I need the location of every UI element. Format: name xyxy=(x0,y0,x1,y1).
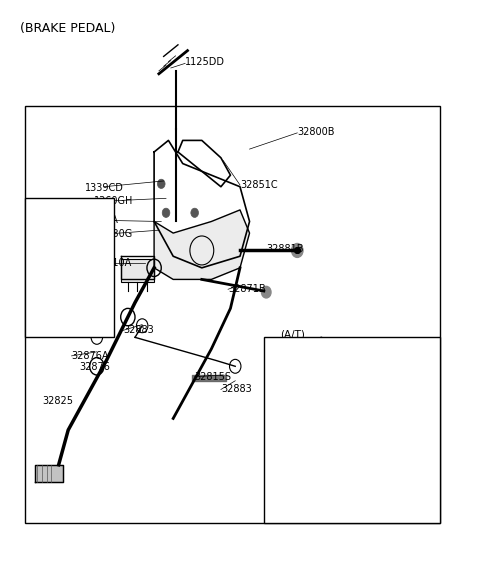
Text: 32876A: 32876A xyxy=(72,351,109,361)
Bar xyxy=(25,106,441,523)
Polygon shape xyxy=(321,488,369,511)
Text: 32800B: 32800B xyxy=(297,127,335,137)
Polygon shape xyxy=(378,488,417,511)
Text: 32883: 32883 xyxy=(123,325,154,335)
Text: 93810A: 93810A xyxy=(34,234,71,244)
Text: 32851C: 32851C xyxy=(240,180,277,190)
Polygon shape xyxy=(154,210,250,279)
Text: 32876: 32876 xyxy=(79,363,110,372)
Text: 32881B: 32881B xyxy=(266,244,304,254)
Text: 32871B: 32871B xyxy=(228,284,266,294)
Bar xyxy=(35,282,83,323)
Polygon shape xyxy=(35,465,63,482)
Text: (160101-): (160101-) xyxy=(30,223,75,232)
Text: 32825: 32825 xyxy=(42,396,73,406)
Circle shape xyxy=(291,243,303,257)
Bar xyxy=(120,259,154,282)
Text: 32830G: 32830G xyxy=(95,229,132,239)
Text: 32815S: 32815S xyxy=(195,372,232,382)
Bar xyxy=(25,198,114,338)
Text: 32883: 32883 xyxy=(221,385,252,395)
Bar xyxy=(264,338,441,523)
Circle shape xyxy=(191,208,199,218)
Text: 1310JA: 1310JA xyxy=(85,215,119,225)
Text: 93810A: 93810A xyxy=(95,258,132,268)
Text: 32825: 32825 xyxy=(302,431,333,441)
Circle shape xyxy=(157,179,165,189)
Text: 1125DD: 1125DD xyxy=(185,57,225,67)
Circle shape xyxy=(262,286,271,298)
Text: 1339CD: 1339CD xyxy=(85,183,124,193)
Circle shape xyxy=(162,208,170,218)
Text: 1360GH: 1360GH xyxy=(95,196,134,206)
Text: (BRAKE PEDAL): (BRAKE PEDAL) xyxy=(21,22,116,35)
Text: (A/T): (A/T) xyxy=(281,329,305,339)
